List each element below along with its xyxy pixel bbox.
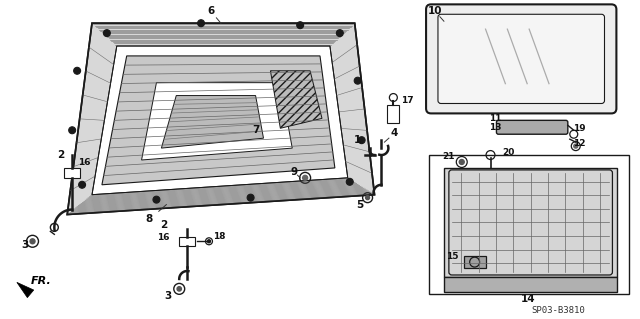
Text: 20: 20 <box>502 148 515 157</box>
Text: 9: 9 <box>291 167 298 177</box>
Polygon shape <box>141 83 292 160</box>
Bar <box>464 256 486 268</box>
Polygon shape <box>17 282 34 298</box>
Bar <box>64 168 80 178</box>
Circle shape <box>346 178 353 185</box>
Polygon shape <box>444 168 618 277</box>
Text: 6: 6 <box>207 6 214 16</box>
Text: 15: 15 <box>445 252 458 261</box>
Polygon shape <box>67 23 374 214</box>
Circle shape <box>177 287 181 291</box>
Circle shape <box>354 77 361 84</box>
Text: 19: 19 <box>573 124 586 133</box>
Text: 5: 5 <box>356 200 364 210</box>
Polygon shape <box>271 71 322 128</box>
Text: 12: 12 <box>573 139 586 148</box>
Text: 3: 3 <box>21 240 28 250</box>
Bar <box>179 237 195 246</box>
Circle shape <box>79 181 86 188</box>
Text: 16: 16 <box>78 159 90 167</box>
FancyBboxPatch shape <box>426 4 616 114</box>
Polygon shape <box>444 277 618 292</box>
Text: 18: 18 <box>212 232 225 241</box>
Polygon shape <box>102 56 335 185</box>
Text: 16: 16 <box>157 233 170 242</box>
Text: 7: 7 <box>252 125 259 135</box>
Text: 3: 3 <box>164 291 172 301</box>
Circle shape <box>303 175 308 180</box>
Circle shape <box>247 194 254 201</box>
Text: 8: 8 <box>146 214 153 225</box>
Bar <box>429 155 629 294</box>
FancyBboxPatch shape <box>497 120 568 134</box>
Circle shape <box>68 127 76 134</box>
Text: FR.: FR. <box>31 276 51 286</box>
Circle shape <box>30 239 35 244</box>
Circle shape <box>574 144 578 148</box>
Text: SP03-B3810: SP03-B3810 <box>531 306 585 315</box>
Bar <box>387 106 399 123</box>
Text: 1: 1 <box>354 135 362 145</box>
Text: 21: 21 <box>443 152 455 160</box>
Circle shape <box>207 240 211 243</box>
Circle shape <box>153 196 160 203</box>
Circle shape <box>198 20 205 27</box>
Circle shape <box>365 196 369 200</box>
Text: 17: 17 <box>401 96 413 105</box>
FancyBboxPatch shape <box>438 14 605 103</box>
Circle shape <box>74 67 81 74</box>
Circle shape <box>460 160 464 165</box>
Circle shape <box>337 30 343 37</box>
Circle shape <box>104 30 110 37</box>
Text: 11: 11 <box>489 114 502 123</box>
Text: 2: 2 <box>57 150 64 160</box>
Polygon shape <box>92 46 348 195</box>
Text: 10: 10 <box>428 6 442 16</box>
Circle shape <box>297 22 303 29</box>
Text: 14: 14 <box>521 294 536 304</box>
Text: 4: 4 <box>390 128 398 138</box>
Polygon shape <box>161 96 264 148</box>
Circle shape <box>358 137 365 144</box>
Text: 13: 13 <box>489 123 502 132</box>
Text: 2: 2 <box>160 220 167 230</box>
